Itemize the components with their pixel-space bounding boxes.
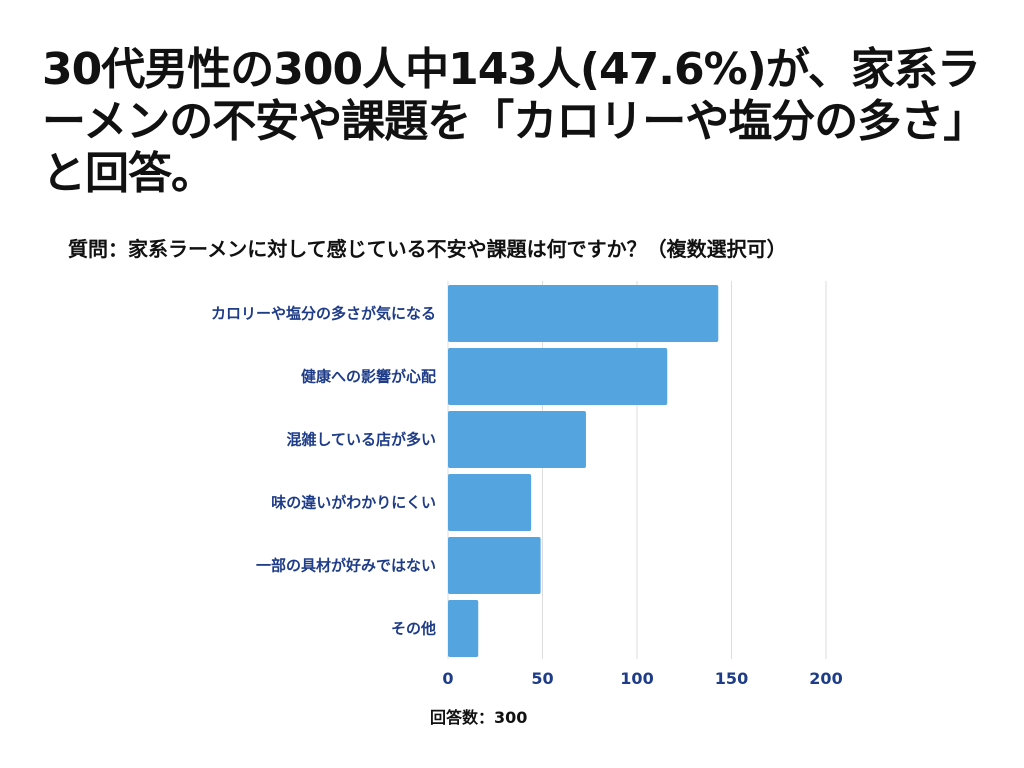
bar bbox=[448, 285, 719, 342]
x-tick-labels: 0 50 100 150 200 bbox=[442, 669, 842, 688]
x-tick-label: 0 bbox=[442, 669, 453, 688]
grid-lines bbox=[447, 281, 827, 659]
category-label: カロリーや塩分の多さが気になる bbox=[211, 305, 436, 323]
chart-title: 質問：家系ラーメンに対して感じている不安や課題は何ですか？（複数選択可） bbox=[68, 237, 787, 261]
bar bbox=[448, 600, 479, 657]
category-label: その他 bbox=[391, 620, 436, 638]
category-label: 健康への影響が心配 bbox=[301, 368, 436, 386]
x-tick-label: 150 bbox=[715, 669, 748, 688]
x-tick-label: 100 bbox=[620, 669, 653, 688]
category-label: 混雑している店が多い bbox=[286, 431, 436, 449]
bar bbox=[448, 474, 532, 531]
bar bbox=[448, 348, 668, 405]
x-tick-label: 200 bbox=[809, 669, 842, 688]
category-label: 味の違いがわかりにくい bbox=[271, 494, 436, 512]
bars bbox=[448, 285, 719, 657]
x-tick-label: 50 bbox=[531, 669, 553, 688]
headline: 30代男性の300人中143人(47.6%)が、家系ラーメンの不安や課題を「カロ… bbox=[42, 44, 987, 199]
category-label: 一部の具材が好みではない bbox=[256, 557, 436, 575]
category-labels: カロリーや塩分の多さが気になる健康への影響が心配混雑している店が多い味の違いがわ… bbox=[211, 305, 436, 638]
bar bbox=[448, 537, 541, 594]
bar bbox=[448, 411, 586, 468]
response-count: 回答数：300 bbox=[430, 708, 528, 727]
